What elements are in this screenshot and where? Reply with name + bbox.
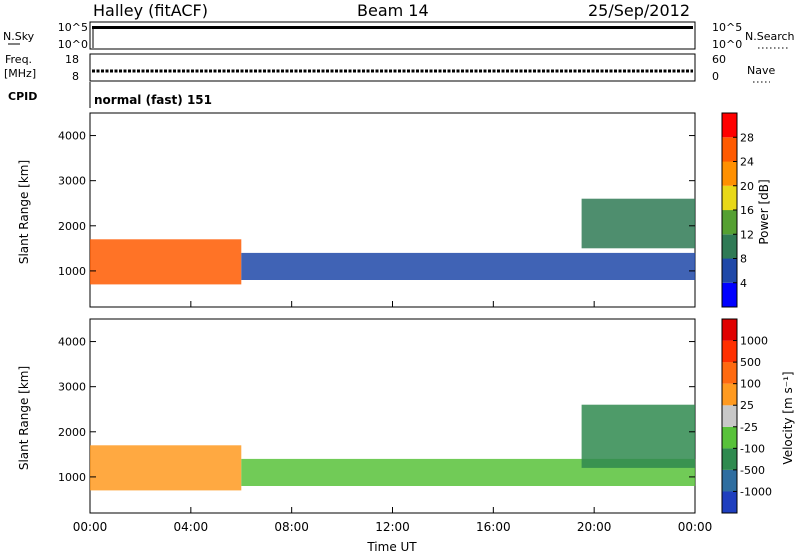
noise-panel: N.Sky 10^5 10^0 10^5 10^0 N.Search (3, 21, 795, 51)
colorbar-swatch-4 (722, 405, 737, 427)
cpid-panel: CPID normal (fast) 151 (8, 82, 212, 108)
power-ylabel: Slant Range [km] (17, 160, 31, 264)
echo-region-0 (90, 239, 242, 285)
colorbar-tick-label-6: -500 (740, 464, 765, 477)
velocity-colorbar-label: Velocity [m s⁻¹] (781, 371, 795, 464)
y-tick-label-1000: 1000 (58, 265, 86, 278)
colorbar-swatch-4 (722, 185, 737, 211)
colorbar-tick-label-1: 500 (740, 356, 761, 369)
x-tick-label-2: 08:00 (274, 520, 309, 534)
x-tick-label-6: 00:00 (678, 520, 713, 534)
velocity-ylabel: Slant Range [km] (17, 366, 31, 470)
x-tick-label-0: 00:00 (73, 520, 108, 534)
y-tick-label-3000: 3000 (58, 175, 86, 188)
x-tick-label-3: 12:00 (375, 520, 410, 534)
noise-tick-left-bottom: 10^0 (58, 38, 88, 51)
x-tick-label-4: 16:00 (476, 520, 511, 534)
colorbar-tick-label-3: 16 (740, 204, 754, 217)
nave-tick-0: 0 (712, 70, 719, 83)
y-tick-label-4000: 4000 (58, 336, 86, 349)
colorbar-swatch-1 (722, 469, 737, 492)
x-tick-label-1: 04:00 (174, 520, 209, 534)
colorbar-swatch-2 (722, 234, 737, 259)
colorbar-swatch-5 (722, 383, 737, 406)
y-tick-label-2000: 2000 (58, 426, 86, 439)
noise-tick-right-top: 10^5 (712, 21, 742, 34)
cpid-label: CPID (8, 90, 37, 103)
colorbar-tick-label-5: -100 (740, 442, 765, 455)
velocity-plot-area (90, 404, 696, 491)
time-axis-label: Time UT (366, 540, 417, 554)
colorbar-tick-label-4: 20 (740, 180, 754, 193)
freq-label-line2: [MHz] (4, 67, 36, 80)
beam-title: Beam 14 (357, 1, 429, 20)
colorbar-swatch-2 (722, 448, 737, 470)
freq-frame (89, 53, 696, 82)
colorbar-tick-label-0: 4 (740, 277, 747, 290)
colorbar-tick-label-5: 24 (740, 156, 754, 169)
echo-region-2 (581, 404, 695, 468)
colorbar-swatch-0 (722, 491, 737, 513)
colorbar-swatch-5 (722, 161, 737, 186)
power-plot-area (90, 198, 696, 285)
colorbar-swatch-1 (722, 258, 737, 283)
frequency-panel: Freq. [MHz] 18 8 60 0 Nave (4, 53, 775, 83)
power-colorbar-label: Power [dB] (757, 179, 771, 244)
colorbar-tick-label-2: 12 (740, 228, 754, 241)
power-panel: 1000 2000 3000 4000 Slant Range [km] 4 8 12 16… (17, 112, 771, 308)
echo-region-1 (241, 252, 696, 280)
noise-tick-right-bottom: 10^0 (712, 38, 742, 51)
colorbar-swatch-8 (722, 319, 737, 341)
freq-label-line1: Freq. (5, 53, 32, 66)
colorbar-swatch-3 (722, 426, 737, 449)
date-title: 25/Sep/2012 (588, 1, 690, 20)
y-tick-label-2000: 2000 (58, 220, 86, 233)
velocity-colorbar: 1000 500 100 25 -25 -100 -500 -1000 (721, 318, 772, 514)
freq-tick-8: 8 (72, 70, 79, 83)
colorbar-tick-label-0: 1000 (740, 335, 768, 348)
colorbar-frame (721, 318, 738, 514)
velocity-y-axis: 1000 2000 3000 4000 (58, 336, 695, 484)
cpid-mode-text: normal (fast) 151 (94, 93, 212, 107)
y-tick-label-4000: 4000 (58, 130, 86, 143)
colorbar-tick-label-2: 100 (740, 378, 761, 391)
colorbar-tick-label-6: 28 (740, 131, 754, 144)
power-colorbar: 4 8 12 16 20 24 28 (721, 112, 754, 308)
y-tick-label-1000: 1000 (58, 471, 86, 484)
noise-sky-trace (92, 26, 693, 29)
station-title: Halley (fitACF) (93, 1, 208, 20)
colorbar-swatch-6 (722, 362, 737, 384)
freq-tick-18: 18 (65, 53, 79, 66)
power-y-axis: 1000 2000 3000 4000 (58, 130, 695, 278)
velocity-panel: 1000 2000 3000 4000 Slant Range [km] 1000 50… (17, 318, 795, 514)
noise-left-label: N.Sky (3, 30, 35, 43)
nave-tick-60: 60 (712, 53, 726, 66)
time-axis: 00:00 04:00 08:00 12:00 16:00 20:00 00:00 (73, 301, 713, 534)
noise-tick-left-top: 10^5 (58, 21, 88, 34)
colorbar-swatch-3 (722, 210, 737, 235)
colorbar-swatch-7 (722, 340, 737, 363)
echo-region-2 (581, 198, 695, 249)
x-tick-label-5: 20:00 (577, 520, 612, 534)
colorbar-swatch-6 (722, 137, 737, 162)
nave-label: Nave (747, 64, 775, 77)
colorbar-tick-label-4: -25 (740, 421, 758, 434)
y-tick-label-3000: 3000 (58, 381, 86, 394)
echo-region-0 (90, 445, 242, 491)
noise-frame (89, 21, 696, 50)
colorbar-swatch-7 (722, 113, 737, 138)
noise-right-label: N.Search (745, 30, 795, 43)
colorbar-swatch-0 (722, 282, 737, 308)
colorbar-tick-label-7: -1000 (740, 485, 772, 498)
colorbar-tick-label-3: 25 (740, 399, 754, 412)
colorbar-tick-label-1: 8 (740, 253, 747, 266)
